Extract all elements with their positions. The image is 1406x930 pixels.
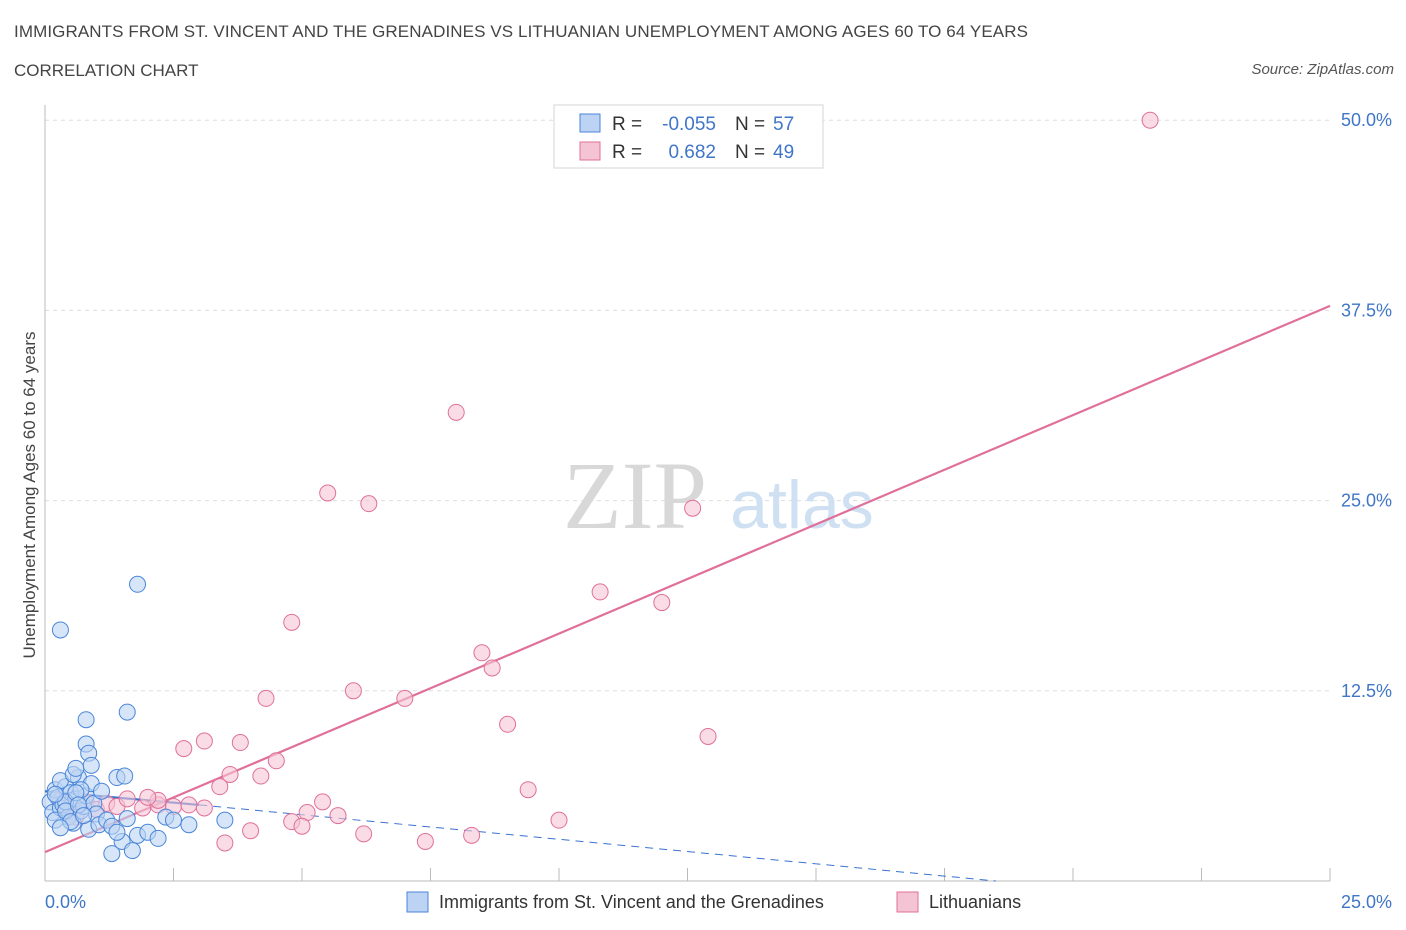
series-legend-swatch-pink	[896, 891, 919, 913]
point-immigrants-44	[149, 829, 167, 847]
point-immigrants-35	[75, 807, 93, 825]
point-lithuanians-31	[483, 659, 501, 677]
point-lithuanians-32	[499, 715, 517, 733]
watermark: ZIP atlas	[563, 442, 874, 549]
y-tick-label-1: 25.0%	[1341, 491, 1392, 511]
point-lithuanians-15	[231, 734, 249, 752]
point-lithuanians-26	[283, 613, 301, 631]
point-lithuanians-47	[1141, 111, 1159, 129]
legend-n-label-pink: N =	[735, 142, 765, 163]
legend-n-value-blue: 57	[773, 114, 794, 135]
watermark-atlas: atlas	[730, 467, 874, 543]
point-lithuanians-37	[216, 834, 234, 852]
point-immigrants-51	[180, 816, 198, 834]
grid-lines	[45, 119, 1330, 692]
point-lithuanians-39	[293, 817, 311, 835]
point-lithuanians-7	[118, 790, 136, 808]
watermark-zip: ZIP	[563, 442, 707, 549]
data-points	[41, 111, 1159, 863]
point-lithuanians-11	[180, 796, 198, 814]
point-lithuanians-18	[267, 752, 285, 770]
legend-n-value-pink: 49	[773, 142, 794, 163]
legend-r-value-pink: 0.682	[668, 142, 716, 163]
point-lithuanians-45	[591, 583, 609, 601]
source-label: Source: ZipAtlas.com	[1251, 61, 1394, 78]
point-lithuanians-16	[242, 822, 260, 840]
point-immigrants-32	[51, 819, 69, 837]
point-lithuanians-36	[463, 826, 481, 844]
tick-labels: 12.5% 25.0% 37.5% 50.0% 0.0% 25.0%	[45, 110, 1392, 912]
trend-line-lithuanians	[44, 304, 1331, 854]
point-immigrants-20	[93, 782, 111, 800]
point-immigrants-48	[108, 823, 126, 841]
point-immigrants-53	[51, 621, 69, 639]
point-immigrants-46	[103, 845, 121, 863]
point-lithuanians-23	[355, 825, 373, 843]
point-immigrants-56	[129, 575, 147, 593]
series-legend-swatch-blue	[406, 891, 429, 913]
point-immigrants-55	[118, 703, 136, 721]
point-lithuanians-48	[550, 811, 568, 829]
point-lithuanians-21	[314, 793, 332, 811]
legend-r-value-blue: -0.055	[662, 114, 716, 135]
legend-n-label-blue: N =	[735, 114, 765, 135]
series-legend: Immigrants from St. Vincent and the Gren…	[406, 891, 1021, 913]
point-lithuanians-14	[221, 765, 239, 783]
legend-r-label-blue: R =	[612, 114, 642, 135]
point-lithuanians-33	[519, 781, 537, 799]
point-lithuanians-17	[252, 767, 270, 785]
point-lithuanians-38	[195, 732, 213, 750]
point-immigrants-40	[116, 767, 134, 785]
y-tick-label-3: 50.0%	[1341, 110, 1392, 130]
y-tick-label-0: 12.5%	[1341, 681, 1392, 701]
chart-subtitle: CORRELATION CHART	[14, 61, 199, 80]
point-lithuanians-25	[257, 689, 275, 707]
chart-title: IMMIGRANTS FROM ST. VINCENT AND THE GREN…	[14, 22, 1029, 41]
point-immigrants-33	[46, 785, 64, 803]
point-immigrants-52	[216, 811, 234, 829]
point-immigrants-54	[77, 711, 95, 729]
series-legend-label-pink: Lithuanians	[929, 892, 1021, 912]
point-lithuanians-29	[447, 403, 465, 421]
point-lithuanians-35	[416, 832, 434, 850]
point-lithuanians-24	[344, 682, 362, 700]
point-lithuanians-13	[211, 778, 229, 796]
point-lithuanians-27	[319, 484, 337, 502]
correlation-legend: R = -0.055 N = 57 R = 0.682 N = 49	[553, 104, 824, 169]
point-immigrants-41	[118, 810, 136, 828]
point-lithuanians-44	[684, 499, 702, 517]
x-tick-label-1: 25.0%	[1341, 892, 1392, 912]
trend-lines	[44, 304, 1331, 882]
legend-r-label-pink: R =	[612, 142, 642, 163]
x-tick-label-0: 0.0%	[45, 892, 86, 912]
point-lithuanians-22	[329, 807, 347, 825]
legend-swatch-blue	[579, 113, 601, 133]
y-tick-label-2: 37.5%	[1341, 300, 1392, 320]
point-lithuanians-46	[699, 727, 717, 745]
point-immigrants-49	[123, 842, 141, 860]
point-immigrants-25	[67, 759, 85, 777]
point-lithuanians-34	[396, 689, 414, 707]
point-lithuanians-43	[653, 594, 671, 612]
axes	[44, 105, 1331, 882]
point-lithuanians-42	[139, 788, 157, 806]
point-lithuanians-30	[473, 644, 491, 662]
point-lithuanians-28	[360, 495, 378, 513]
point-lithuanians-40	[175, 740, 193, 758]
trend-line-immigrants-dashed	[199, 804, 996, 882]
point-immigrants-50	[165, 811, 182, 829]
point-lithuanians-12	[195, 799, 213, 817]
legend-swatch-pink	[579, 141, 601, 161]
series-legend-label-blue: Immigrants from St. Vincent and the Gren…	[439, 892, 824, 912]
point-immigrants-36	[82, 756, 100, 774]
